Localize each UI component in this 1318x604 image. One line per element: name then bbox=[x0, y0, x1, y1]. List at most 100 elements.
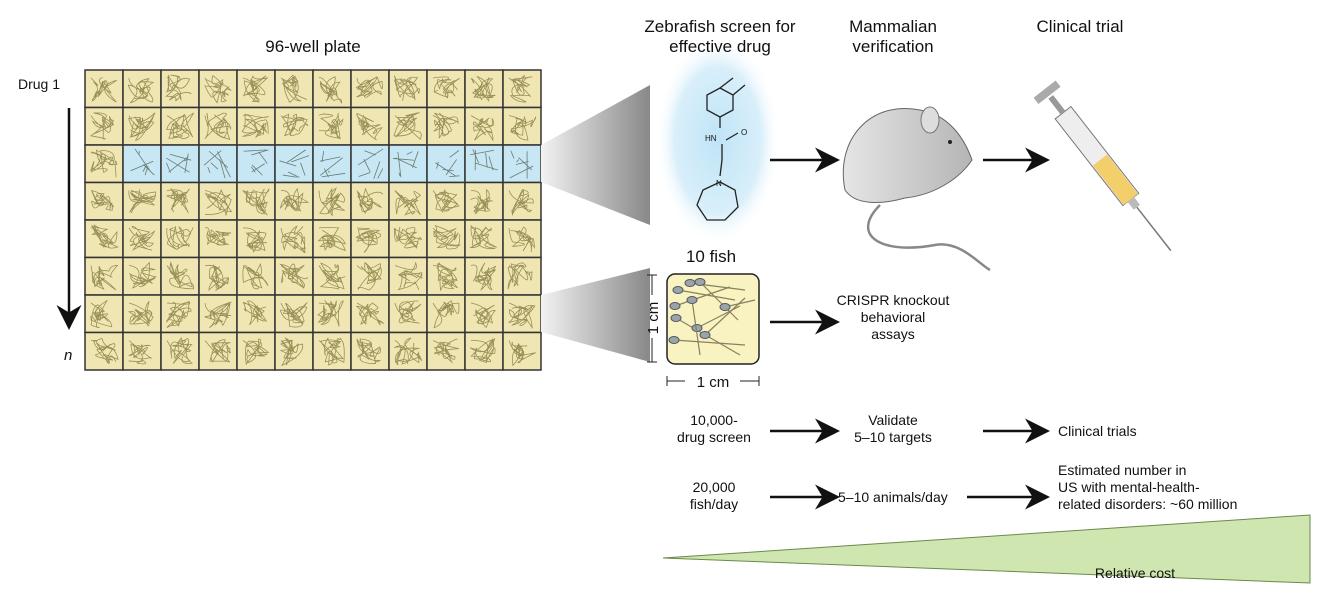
well bbox=[236, 331, 276, 371]
well bbox=[426, 294, 466, 334]
well bbox=[198, 106, 238, 146]
validate-1: Validate bbox=[868, 412, 918, 428]
treated-well bbox=[122, 144, 162, 184]
well bbox=[274, 181, 314, 221]
plate-title: 96-well plate bbox=[265, 37, 360, 56]
width-label: 1 cm bbox=[697, 374, 730, 391]
well bbox=[274, 106, 314, 146]
well bbox=[502, 69, 542, 109]
well bbox=[198, 69, 238, 109]
well bbox=[502, 106, 542, 146]
n-label: n bbox=[64, 347, 72, 364]
well bbox=[160, 181, 200, 221]
well bbox=[388, 294, 428, 334]
animals-per-day: 5–10 animals/day bbox=[838, 489, 948, 505]
fish bbox=[669, 286, 731, 310]
well bbox=[426, 219, 466, 259]
height-label: 1 cm bbox=[645, 302, 662, 335]
fish bbox=[672, 286, 736, 301]
validate-2: 5–10 targets bbox=[854, 429, 932, 445]
well bbox=[426, 331, 466, 371]
well bbox=[502, 294, 542, 334]
well bbox=[236, 69, 276, 109]
well bbox=[236, 106, 276, 146]
clinical-title: Clinical trial bbox=[1037, 17, 1124, 36]
treated-well bbox=[198, 144, 238, 184]
well bbox=[502, 256, 542, 296]
n-atom-label: N bbox=[716, 179, 722, 188]
well bbox=[122, 256, 162, 296]
well bbox=[502, 331, 542, 371]
crispr-line-2: behavioral bbox=[861, 309, 926, 325]
zebrafish-title-1: Zebrafish screen for bbox=[644, 17, 796, 36]
fish bbox=[719, 299, 756, 311]
well bbox=[312, 256, 352, 296]
well bbox=[160, 256, 200, 296]
well-plate bbox=[84, 69, 542, 371]
well bbox=[122, 219, 162, 259]
well bbox=[160, 219, 200, 259]
well bbox=[426, 181, 466, 221]
well bbox=[464, 106, 504, 146]
well bbox=[198, 181, 238, 221]
well bbox=[198, 331, 238, 371]
well bbox=[464, 69, 504, 109]
treated-well bbox=[160, 144, 200, 184]
fish-larvae bbox=[668, 278, 756, 356]
well bbox=[426, 69, 466, 109]
well bbox=[236, 219, 276, 259]
well bbox=[388, 331, 428, 371]
well bbox=[236, 181, 276, 221]
well bbox=[350, 256, 390, 296]
well bbox=[84, 106, 124, 146]
screen-size-1: 10,000- bbox=[690, 412, 738, 428]
well bbox=[388, 181, 428, 221]
mammalian-title-2: verification bbox=[852, 37, 933, 56]
nh-label: HN bbox=[705, 134, 717, 143]
well bbox=[198, 294, 238, 334]
well bbox=[274, 256, 314, 296]
well bbox=[312, 294, 352, 334]
well bbox=[122, 331, 162, 371]
crispr-line-3: assays bbox=[871, 326, 915, 342]
relative-cost-wedge bbox=[662, 514, 1311, 584]
well bbox=[312, 331, 352, 371]
well bbox=[350, 219, 390, 259]
clinical-trials-label: Clinical trials bbox=[1058, 423, 1137, 439]
well bbox=[502, 219, 542, 259]
well bbox=[160, 294, 200, 334]
well bbox=[84, 144, 124, 184]
fish bbox=[694, 278, 739, 321]
width-scale bbox=[666, 376, 760, 386]
treated-well bbox=[274, 144, 314, 184]
well bbox=[84, 294, 124, 334]
well bbox=[388, 256, 428, 296]
well bbox=[426, 256, 466, 296]
well bbox=[236, 256, 276, 296]
throughput-2: fish/day bbox=[690, 496, 738, 512]
zoom-cone-top bbox=[541, 85, 650, 225]
well bbox=[122, 106, 162, 146]
well bbox=[350, 181, 390, 221]
well bbox=[312, 69, 352, 109]
mouse-icon bbox=[842, 106, 991, 272]
treated-well bbox=[312, 144, 352, 184]
well bbox=[122, 69, 162, 109]
well bbox=[84, 69, 124, 109]
relative-cost-label: Relative cost bbox=[1095, 565, 1175, 581]
treated-well bbox=[350, 144, 390, 184]
treated-well bbox=[426, 144, 466, 184]
syringe-icon bbox=[1033, 80, 1172, 252]
well bbox=[464, 219, 504, 259]
screen-size-2: drug screen bbox=[677, 429, 751, 445]
well bbox=[388, 219, 428, 259]
well bbox=[464, 331, 504, 371]
well bbox=[426, 106, 466, 146]
well bbox=[84, 331, 124, 371]
well bbox=[274, 331, 314, 371]
o-label: O bbox=[741, 128, 747, 137]
well bbox=[274, 219, 314, 259]
well bbox=[312, 181, 352, 221]
fish bbox=[686, 296, 701, 356]
